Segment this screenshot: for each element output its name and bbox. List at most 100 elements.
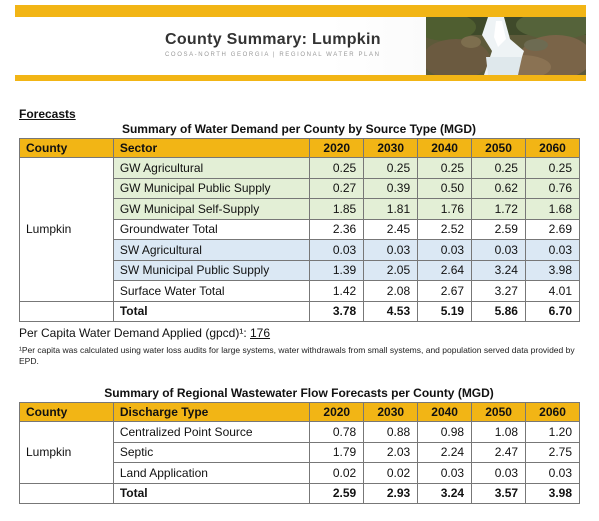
table-row: Septic 1.79 2.03 2.24 2.47 2.75 [20,441,580,463]
value-cell: 0.03 [309,239,365,261]
header-discharge-type: Discharge Type [112,402,311,422]
header-2030: 2030 [363,402,419,422]
per-capita-label: Per Capita Water Demand Applied (gpcd)¹: [19,326,250,340]
header-county: County [19,402,114,422]
value-cell: 0.25 [524,157,581,179]
waterfall-photo [426,17,586,75]
total-label: Total [112,482,311,504]
demand-table: County Sector 2020 2030 2040 2050 2060 L… [19,138,581,322]
header-2060: 2060 [525,402,580,422]
value-cell: 0.03 [363,239,419,261]
section-heading: Forecasts [19,107,76,121]
header-county: County [19,138,114,158]
footnote: ¹Per capita was calculated using water l… [19,345,575,366]
value-cell: 0.62 [471,177,526,199]
value-cell: 2.45 [363,218,419,240]
header-2040: 2040 [417,138,473,158]
table-row: SW Municipal Public Supply 1.39 2.05 2.6… [20,259,581,281]
sector-cell: GW Municipal Public Supply [112,177,311,199]
value-cell: 0.02 [309,462,365,484]
value-cell: 0.25 [471,157,526,179]
value-cell: 0.03 [525,462,580,484]
value-cell: 0.78 [309,421,365,443]
value-cell: 1.42 [309,280,365,302]
total-row: Total 2.59 2.93 3.24 3.57 3.98 [19,482,580,504]
value-cell: 2.24 [417,441,473,463]
value-cell: 2.52 [417,218,473,240]
header-2050: 2050 [471,402,527,422]
value-cell: 2.69 [524,218,581,240]
total-value-cell: 5.86 [471,300,526,322]
total-value-cell: 2.59 [309,482,365,504]
total-value-cell: 5.19 [417,300,473,322]
header-2040: 2040 [417,402,473,422]
sector-cell: Groundwater Total [112,218,311,240]
county-cell: Lumpkin [19,421,114,484]
sector-cell: GW Agricultural [112,157,311,179]
value-cell: 0.25 [309,157,365,179]
value-cell: 0.50 [417,177,473,199]
demand-header-row: County Sector 2020 2030 2040 2050 2060 [19,138,581,158]
banner-top-stripe [15,5,586,17]
total-county-cell [19,300,114,322]
value-cell: 0.88 [363,421,419,443]
sector-cell: GW Municipal Self-Supply [112,198,311,220]
demand-table-title: Summary of Water Demand per County by So… [121,122,477,136]
total-value-cell: 3.24 [417,482,473,504]
total-label: Total [112,300,311,322]
value-cell: 3.27 [471,280,526,302]
value-cell: 1.20 [525,421,580,443]
header-2060: 2060 [524,138,581,158]
table-row: Groundwater Total 2.36 2.45 2.52 2.59 2.… [20,218,581,240]
wastewater-header-row: County Discharge Type 2020 2030 2040 205… [19,402,580,422]
value-cell: 1.79 [309,441,365,463]
discharge-type-cell: Septic [112,441,311,463]
value-cell: 0.03 [471,239,526,261]
page-subtitle: COOSA-NORTH GEORGIA | REGIONAL WATER PLA… [165,52,381,58]
value-cell: 0.39 [363,177,419,199]
value-cell: 0.03 [524,239,581,261]
value-cell: 1.39 [309,259,365,281]
value-cell: 2.03 [363,441,419,463]
value-cell: 3.98 [524,259,581,281]
value-cell: 0.03 [417,462,473,484]
wastewater-table-title: Summary of Regional Wastewater Flow Fore… [104,386,494,400]
value-cell: 0.27 [309,177,365,199]
value-cell: 0.98 [417,421,473,443]
table-row: Lumpkin GW Agricultural 0.25 0.25 0.25 0… [19,157,581,302]
page-title: County Summary: Lumpkin [165,31,381,48]
total-value-cell: 2.93 [363,482,419,504]
table-row: GW Municipal Self-Supply 1.85 1.81 1.76 … [20,198,581,220]
value-cell: 2.36 [309,218,365,240]
value-cell: 0.03 [471,462,527,484]
value-cell: 0.25 [363,157,419,179]
sector-cell: SW Municipal Public Supply [112,259,311,281]
header-2020: 2020 [309,138,365,158]
table-row: SW Agricultural 0.03 0.03 0.03 0.03 0.03 [20,239,581,261]
value-cell: 2.59 [471,218,526,240]
per-capita-value: 176 [250,326,271,340]
value-cell: 3.24 [471,259,526,281]
table-row: GW Municipal Public Supply 0.27 0.39 0.5… [20,177,581,199]
total-row: Total 3.78 4.53 5.19 5.86 6.70 [19,300,581,322]
header-sector: Sector [112,138,311,158]
value-cell: 0.25 [417,157,473,179]
total-value-cell: 6.70 [524,300,581,322]
table-row: Land Application 0.02 0.02 0.03 0.03 0.0… [20,462,580,484]
value-cell: 2.47 [471,441,527,463]
table-row: Surface Water Total 1.42 2.08 2.67 3.27 … [20,280,581,302]
header-2050: 2050 [471,138,526,158]
value-cell: 0.76 [524,177,581,199]
value-cell: 0.02 [363,462,419,484]
value-cell: 1.72 [471,198,526,220]
value-cell: 2.75 [525,441,580,463]
header-banner: County Summary: Lumpkin COOSA-NORTH GEOR… [15,5,586,81]
value-cell: 2.64 [417,259,473,281]
total-value-cell: 4.53 [363,300,419,322]
value-cell: 0.03 [417,239,473,261]
discharge-type-cell: Land Application [112,462,311,484]
sector-cell: Surface Water Total [112,280,311,302]
value-cell: 2.08 [363,280,419,302]
table-row: Lumpkin Centralized Point Source 0.78 0.… [19,421,580,484]
header-2030: 2030 [363,138,419,158]
